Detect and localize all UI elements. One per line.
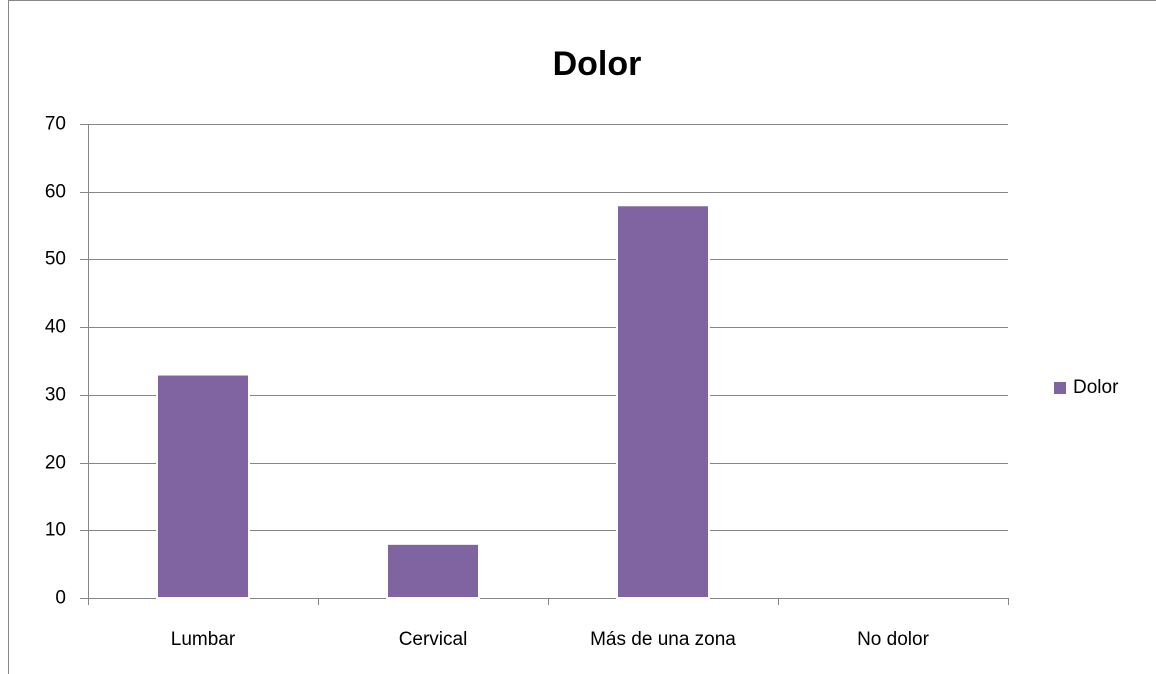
y-tick-label: 10: [45, 520, 66, 541]
bar: [616, 204, 710, 599]
x-tick-label: No dolor: [857, 629, 929, 650]
y-tick-label: 70: [45, 114, 66, 135]
x-tick-label: Más de una zona: [590, 629, 736, 650]
y-tick-label: 0: [55, 588, 66, 609]
y-tick-label: 60: [45, 182, 66, 203]
bar: [386, 542, 480, 599]
x-tick-label: Lumbar: [171, 629, 236, 650]
chart-title: Dolor: [553, 45, 642, 83]
x-tick-label: Cervical: [399, 629, 468, 650]
bar: [156, 373, 250, 599]
y-tick-label: 30: [45, 385, 66, 406]
y-tick-label: 40: [45, 317, 66, 338]
legend-swatch: [1054, 382, 1066, 394]
y-tick-label: 20: [45, 453, 66, 474]
legend-label: Dolor: [1073, 377, 1119, 398]
y-tick-label: 50: [45, 249, 66, 270]
